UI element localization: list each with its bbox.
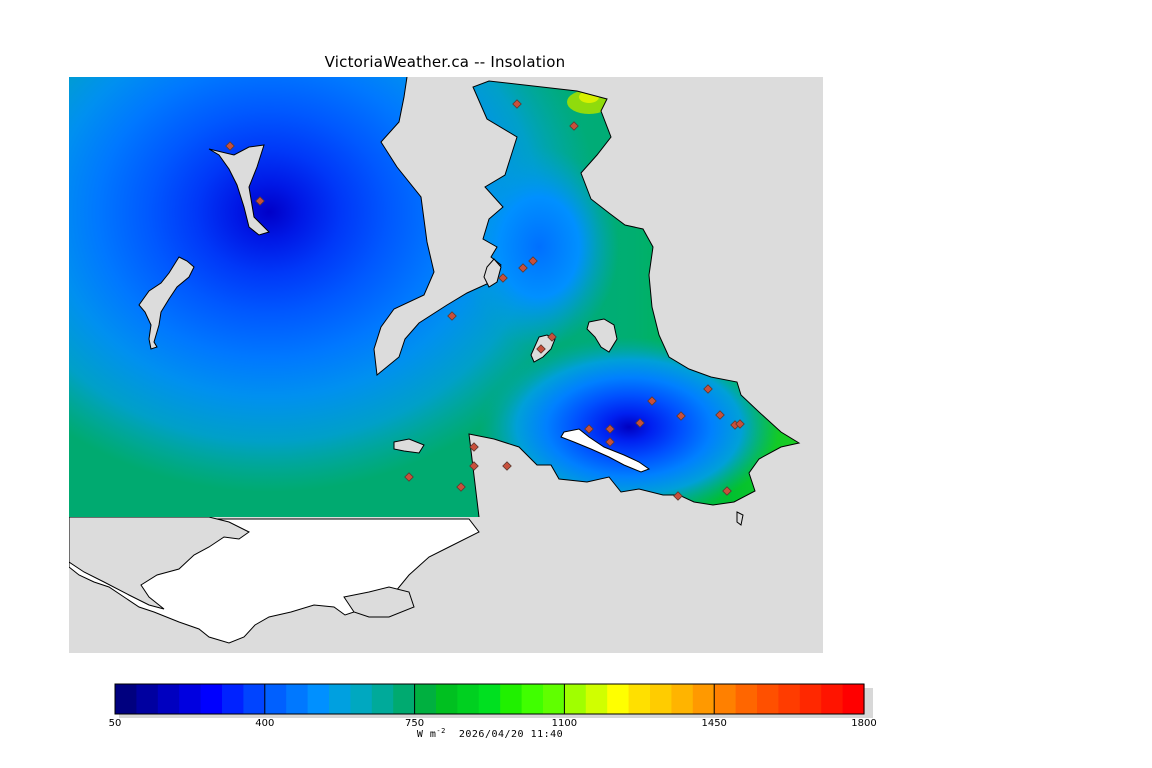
colorbar-cell: [307, 684, 330, 714]
colorbar-cell: [607, 684, 630, 714]
station-marker[interactable]: [605, 437, 615, 447]
colorbar-cell: [692, 684, 715, 714]
colorbar-cell: [457, 684, 480, 714]
station-marker[interactable]: [528, 256, 538, 266]
station-marker[interactable]: [225, 141, 235, 151]
colorbar-cell: [329, 684, 351, 714]
colorbar-cells: [115, 684, 865, 714]
station-marker[interactable]: [584, 424, 594, 434]
island-east: [586, 318, 618, 353]
colorbar-cell: [564, 684, 587, 714]
insolation-map[interactable]: [69, 77, 823, 653]
station-marker[interactable]: [635, 418, 645, 428]
colorbar-tick-label: 1450: [701, 718, 726, 729]
station-marker[interactable]: [469, 442, 479, 452]
unit-label: W m: [416, 729, 437, 740]
station-marker[interactable]: [722, 486, 732, 496]
colorbar-cell: [478, 684, 501, 714]
colorbar-ticks: 50 400 750 1100 1450 1800: [109, 684, 877, 729]
colorbar-cell: [200, 684, 223, 714]
station-marker[interactable]: [703, 384, 713, 394]
colorbar-cell: [179, 684, 202, 714]
station-marker[interactable]: [502, 461, 512, 471]
station-marker[interactable]: [404, 472, 414, 482]
island-bay: [483, 258, 502, 288]
station-marker[interactable]: [605, 424, 615, 434]
colorbar-cell: [500, 684, 523, 714]
timestamp: 2026/04/20 11:40: [458, 729, 564, 740]
colorbar-tick-label: 50: [109, 718, 122, 729]
colorbar-cell: [393, 684, 416, 714]
lake-north: [208, 144, 270, 236]
islet-se: [736, 511, 744, 526]
colorbar-cell: [264, 684, 287, 714]
colorbar-cell: [671, 684, 694, 714]
station-marker[interactable]: [255, 196, 265, 206]
colorbar-cell: [350, 684, 373, 714]
island-west: [138, 256, 195, 350]
colorbar-tick-label: 750: [405, 718, 424, 729]
station-marker[interactable]: [647, 396, 657, 406]
station-marker[interactable]: [569, 121, 579, 131]
colorbar: 50 400 750 1100 1450 1800: [109, 683, 877, 729]
unit-exponent: -2: [436, 727, 446, 735]
station-marker[interactable]: [512, 99, 522, 109]
coastline-south: [69, 516, 250, 610]
colorbar-cell: [222, 684, 244, 714]
colorbar-cell: [521, 684, 544, 714]
colorbar-cell: [842, 684, 865, 714]
colorbar-cell: [714, 684, 737, 714]
station-marker[interactable]: [735, 419, 745, 429]
station-marker[interactable]: [715, 410, 725, 420]
colorbar-cell: [286, 684, 309, 714]
station-marker[interactable]: [498, 273, 508, 283]
station-marker[interactable]: [456, 482, 466, 492]
colorbar-cell: [243, 684, 266, 714]
colorbar-cell: [585, 684, 608, 714]
station-marker[interactable]: [673, 491, 683, 501]
coastline-island-south: [343, 586, 415, 618]
colorbar-cell: [821, 684, 844, 714]
station-marker[interactable]: [676, 411, 686, 421]
colorbar-tick-label: 1800: [851, 718, 876, 729]
colorbar-cell: [757, 684, 779, 714]
station-marker[interactable]: [469, 461, 479, 471]
station-marker[interactable]: [518, 263, 528, 273]
legend-caption: W m-2 2026/04/20 11:40: [0, 727, 980, 740]
spit-east: [560, 428, 651, 473]
colorbar-cell: [543, 684, 565, 714]
colorbar-cell: [115, 684, 137, 714]
colorbar-tick-label: 1100: [552, 718, 577, 729]
island-small-sw: [393, 438, 425, 454]
colorbar-tick-label: 400: [255, 718, 274, 729]
station-marker[interactable]: [447, 311, 457, 321]
colorbar-cell: [157, 684, 180, 714]
station-marker[interactable]: [536, 344, 546, 354]
colorbar-cell: [136, 684, 159, 714]
colorbar-cell: [436, 684, 458, 714]
station-markers: [225, 99, 745, 501]
colorbar-cell: [735, 684, 758, 714]
colorbar-cell: [628, 684, 651, 714]
colorbar-cell: [650, 684, 672, 714]
colorbar-cell: [799, 684, 822, 714]
map-title: VictoriaWeather.ca -- Insolation: [324, 53, 566, 71]
colorbar-cell: [778, 684, 801, 714]
colorbar-cell: [414, 684, 437, 714]
station-marker[interactable]: [547, 332, 557, 342]
colorbar-cell: [371, 684, 394, 714]
